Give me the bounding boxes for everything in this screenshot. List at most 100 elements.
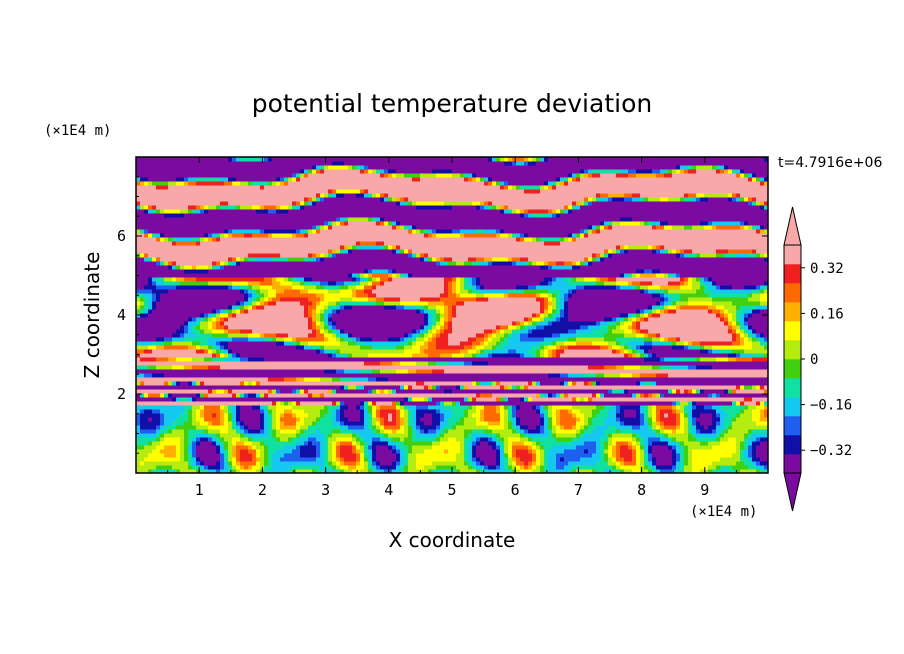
field-cell — [392, 425, 397, 430]
field-cell — [540, 453, 545, 458]
field-cell — [396, 433, 401, 438]
field-cell — [668, 449, 673, 454]
field-cell — [580, 457, 585, 462]
field-cell — [412, 409, 417, 414]
field-cell — [700, 397, 705, 402]
field-cell — [520, 397, 525, 402]
field-cell — [652, 433, 657, 438]
field-cell — [476, 409, 481, 414]
field-cell — [692, 429, 697, 434]
field-cell — [340, 413, 345, 418]
field-cell — [500, 365, 505, 370]
field-cell — [332, 349, 337, 354]
field-cell — [444, 361, 449, 366]
field-cell — [548, 441, 553, 446]
field-cell — [300, 453, 305, 458]
field-cell — [488, 385, 493, 390]
field-cell — [324, 413, 329, 418]
field-cell — [748, 437, 753, 442]
field-cell — [572, 365, 577, 370]
field-cell — [368, 401, 373, 406]
field-cell — [304, 429, 309, 434]
field-cell — [216, 369, 221, 374]
field-cell — [688, 441, 693, 446]
field-cell — [488, 389, 493, 394]
field-cell — [244, 393, 249, 398]
field-cell — [156, 357, 161, 362]
field-cell — [312, 377, 317, 382]
field-cell — [292, 417, 297, 422]
field-cell — [720, 457, 725, 462]
field-cell — [532, 445, 537, 450]
field-cell — [212, 429, 217, 434]
field-cell — [388, 417, 393, 422]
field-cell — [264, 413, 269, 418]
field-cell — [216, 385, 221, 390]
field-cell — [496, 449, 501, 454]
field-cell — [744, 453, 749, 458]
field-cell — [320, 417, 325, 422]
field-cell — [276, 397, 281, 402]
field-cell — [324, 437, 329, 442]
field-cell — [712, 429, 717, 434]
field-cell — [608, 365, 613, 370]
field-cell — [156, 409, 161, 414]
field-cell — [676, 449, 681, 454]
field-cell — [708, 453, 713, 458]
field-cell — [424, 409, 429, 414]
field-cell — [204, 429, 209, 434]
field-cell — [616, 437, 621, 442]
field-cell — [464, 349, 469, 354]
field-cell — [456, 445, 461, 450]
field-cell — [160, 345, 165, 350]
field-cell — [684, 441, 689, 446]
field-cell — [508, 465, 513, 470]
field-cell — [204, 373, 209, 378]
field-cell — [284, 345, 289, 350]
field-cell — [416, 413, 421, 418]
field-cell — [364, 433, 369, 438]
field-cell — [196, 373, 201, 378]
field-cell — [384, 381, 389, 386]
field-cell — [568, 401, 573, 406]
field-cell — [632, 417, 637, 422]
field-cell — [416, 361, 421, 366]
field-cell — [596, 457, 601, 462]
field-cell — [744, 445, 749, 450]
field-cell — [404, 445, 409, 450]
field-cell — [292, 449, 297, 454]
field-cell — [576, 393, 581, 398]
field-cell — [384, 469, 389, 473]
field-cell — [332, 401, 337, 406]
field-cell — [552, 357, 557, 362]
field-cell — [160, 361, 165, 366]
field-cell — [540, 377, 545, 382]
field-cell — [572, 457, 577, 462]
field-cell — [356, 345, 361, 350]
field-cell — [736, 377, 741, 382]
field-cell — [432, 453, 437, 458]
field-cell — [620, 405, 625, 410]
field-cell — [356, 421, 361, 426]
field-cell — [404, 461, 409, 466]
field-cell — [368, 389, 373, 394]
field-cell — [292, 425, 297, 430]
field-cell — [168, 385, 173, 390]
field-cell — [364, 369, 369, 374]
field-cell — [712, 417, 717, 422]
field-cell — [528, 453, 533, 458]
field-cell — [160, 373, 165, 378]
field-cell — [340, 357, 345, 362]
field-cell — [568, 361, 573, 366]
field-cell — [144, 397, 149, 402]
field-cell — [644, 405, 649, 410]
field-cell — [440, 453, 445, 458]
field-cell — [612, 453, 617, 458]
field-cell — [532, 393, 537, 398]
field-cell — [704, 453, 709, 458]
field-cell — [316, 465, 321, 470]
field-cell — [496, 445, 501, 450]
field-cell — [536, 457, 541, 462]
field-cell — [300, 345, 305, 350]
field-cell — [440, 353, 445, 358]
